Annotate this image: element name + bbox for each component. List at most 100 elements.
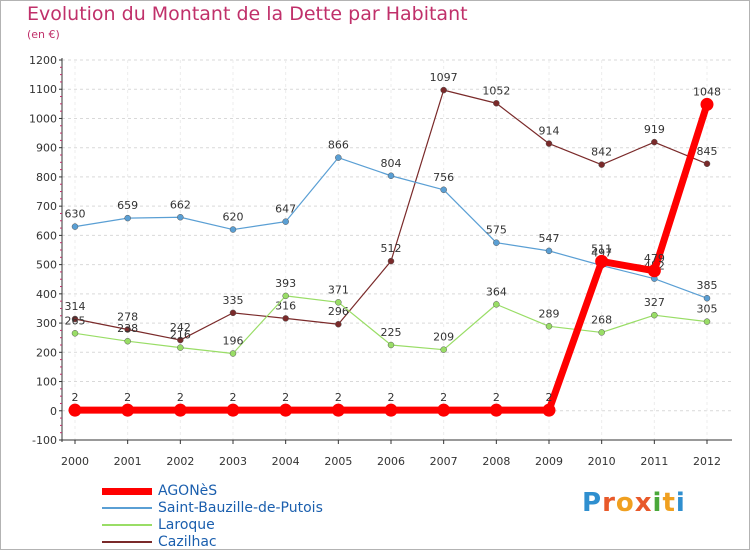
data-point [121, 403, 135, 417]
legend-swatch [102, 541, 152, 543]
data-point [493, 301, 500, 308]
legend-label: Cazilhac [158, 534, 217, 550]
y-tick-label: 300 [36, 317, 57, 330]
data-point [384, 403, 398, 417]
proxiti-logo: Proxiti [582, 488, 686, 518]
y-tick-label: 1200 [29, 54, 57, 67]
data-label: 316 [275, 299, 296, 312]
data-point [335, 299, 342, 306]
data-label: 216 [170, 329, 191, 342]
data-point [542, 403, 556, 417]
data-label: 647 [275, 203, 296, 216]
data-label: 919 [644, 123, 665, 136]
x-tick-label: 2002 [166, 455, 194, 468]
data-label: 756 [433, 171, 454, 184]
legend-label: Saint-Bauzille-de-Putois [158, 500, 323, 516]
data-point [124, 214, 131, 222]
data-label: 547 [539, 232, 560, 245]
x-tick-label: 2010 [588, 455, 616, 468]
data-label: 1052 [482, 84, 510, 97]
data-point [647, 264, 661, 278]
data-label: 265 [65, 314, 86, 327]
data-point [177, 336, 184, 344]
y-tick-label: 1100 [29, 83, 57, 96]
x-tick-label: 2001 [114, 455, 142, 468]
data-label: 296 [328, 305, 349, 318]
data-point [545, 323, 553, 330]
data-label: 2 [546, 391, 553, 404]
data-point [703, 294, 711, 302]
data-point [598, 161, 605, 168]
data-label: 242 [170, 321, 191, 334]
data-point [703, 160, 711, 168]
data-point [387, 257, 395, 265]
logo-letter: P [582, 488, 603, 518]
data-point [703, 318, 711, 325]
data-label: 371 [328, 283, 349, 296]
x-tick-label: 2006 [377, 455, 405, 468]
legend-item: AGONèS [102, 483, 217, 499]
data-point [598, 329, 605, 336]
x-tick-label: 2003 [219, 455, 247, 468]
data-label: 335 [223, 294, 244, 307]
x-tick-label: 2007 [430, 455, 458, 468]
chart-subtitle: (en €) [27, 28, 60, 41]
data-point [437, 403, 451, 417]
data-label: 511 [591, 242, 612, 255]
y-tick-label: 800 [36, 171, 57, 184]
data-label: 268 [591, 313, 612, 326]
data-point [282, 218, 289, 225]
y-tick-label: 100 [36, 376, 57, 389]
x-tick-label: 2009 [535, 455, 563, 468]
data-label: 842 [591, 146, 612, 159]
data-point [440, 346, 447, 353]
legend-swatch [102, 487, 152, 495]
logo-letter: i [652, 488, 663, 518]
data-point [545, 247, 553, 255]
logo-letter: i [675, 488, 686, 518]
data-label: 196 [223, 334, 244, 347]
data-point [335, 320, 342, 328]
logo-letter: x [634, 488, 653, 518]
data-label: 289 [539, 307, 560, 320]
data-point [331, 403, 345, 417]
data-label: 2 [282, 391, 289, 404]
data-label: 2 [230, 391, 237, 404]
data-point [229, 226, 237, 233]
data-label: 393 [275, 277, 296, 290]
data-label: 2 [72, 391, 79, 404]
data-point [229, 309, 237, 317]
legend-swatch [102, 507, 152, 509]
legend-swatch [102, 524, 152, 526]
data-label: 314 [65, 300, 86, 313]
x-tick-label: 2011 [640, 455, 668, 468]
x-tick-label: 2000 [61, 455, 89, 468]
data-label: 662 [170, 198, 191, 211]
data-label: 575 [486, 224, 507, 237]
data-label: 1048 [693, 85, 721, 98]
legend-item: Saint-Bauzille-de-Putois [102, 500, 323, 516]
data-label: 2 [124, 391, 131, 404]
data-point [173, 403, 187, 417]
data-label: 659 [117, 199, 138, 212]
data-point [124, 337, 131, 345]
data-label: 804 [381, 157, 402, 170]
data-point [282, 292, 289, 300]
data-label: 278 [117, 311, 138, 324]
data-point [651, 311, 658, 319]
legend-item: Laroque [102, 517, 215, 533]
data-point [489, 403, 503, 417]
data-point [229, 350, 237, 357]
legend-label: AGONèS [158, 483, 218, 499]
data-label: 479 [644, 252, 665, 265]
data-point [700, 97, 714, 111]
data-point [71, 315, 79, 323]
data-label: 225 [381, 326, 402, 339]
data-point [387, 172, 395, 180]
data-label: 866 [328, 139, 349, 152]
y-tick-label: 700 [36, 200, 57, 213]
y-tick-label: 500 [36, 259, 57, 272]
data-label: 497 [591, 246, 612, 259]
